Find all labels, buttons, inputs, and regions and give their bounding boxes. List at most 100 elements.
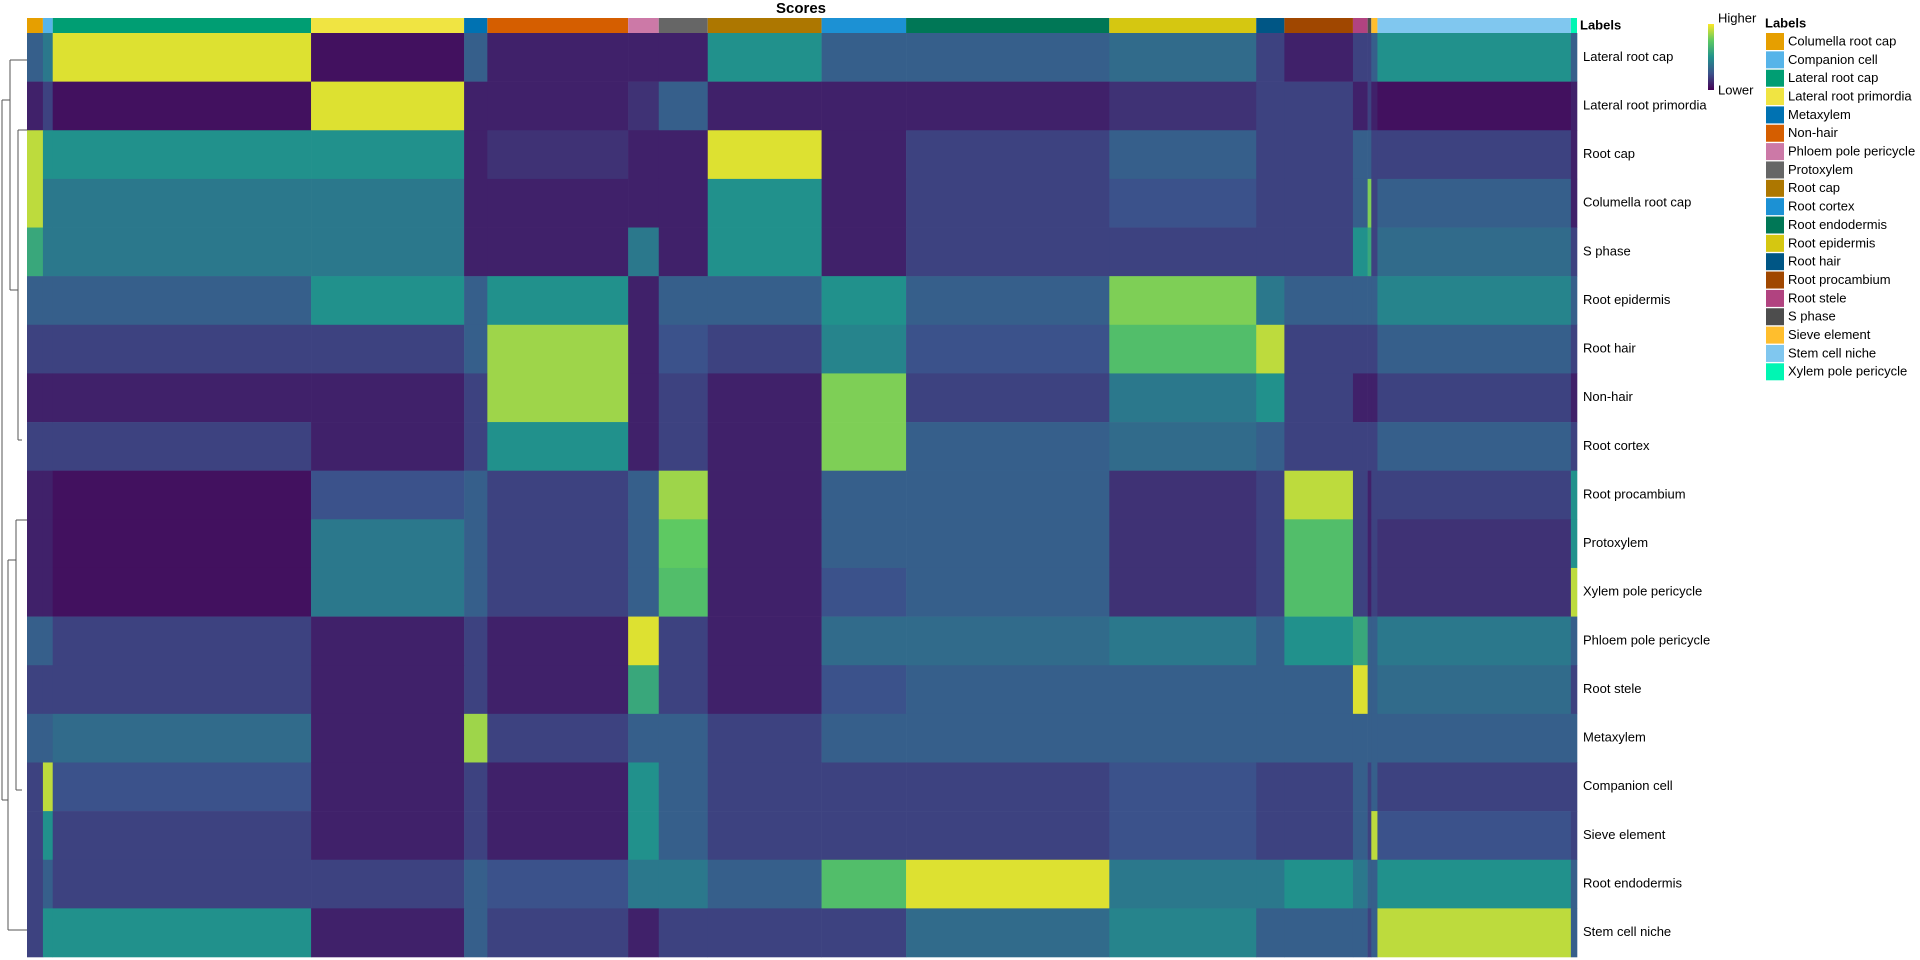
- annotation-cell: [1367, 18, 1372, 33]
- heatmap-cell: [906, 33, 1110, 82]
- heatmap-cell: [1109, 567, 1257, 617]
- heatmap-cell: [52, 713, 312, 763]
- heatmap-cell: [628, 373, 660, 423]
- heatmap-cell: [628, 519, 660, 569]
- heatmap-cell: [1367, 227, 1372, 277]
- heatmap-cell: [821, 227, 907, 277]
- heatmap-cell: [821, 762, 907, 812]
- heatmap-cell: [42, 324, 54, 374]
- heatmap-cell: [1367, 130, 1372, 180]
- annotation-title: Labels: [1580, 17, 1621, 32]
- legend-label: Protoxylem: [1788, 162, 1853, 177]
- heatmap-cell: [464, 276, 488, 326]
- heatmap-cell: [1109, 373, 1257, 423]
- heatmap-cell: [1570, 859, 1578, 909]
- heatmap-cell: [707, 811, 822, 861]
- heatmap-cell: [311, 713, 465, 763]
- annotation-cell: [821, 18, 907, 33]
- heatmap-cell: [1570, 130, 1578, 180]
- heatmap-cell: [42, 470, 54, 520]
- heatmap-cell: [707, 859, 822, 909]
- heatmap-cell: [487, 859, 629, 909]
- heatmap-cell: [1570, 567, 1578, 617]
- heatmap-cell: [42, 616, 54, 666]
- heatmap-cell: [1256, 276, 1285, 326]
- annotation-cell: [1371, 18, 1378, 33]
- heatmap-cell: [906, 567, 1110, 617]
- heatmap-cell: [464, 470, 488, 520]
- heatmap-cell: [1377, 616, 1572, 666]
- heatmap-cell: [1367, 713, 1372, 763]
- heatmap-cell: [1367, 276, 1372, 326]
- heatmap-cell: [42, 519, 54, 569]
- heatmap-cell: [27, 422, 44, 471]
- row-label: Columella root cap: [1583, 195, 1691, 210]
- heatmap-cell: [1352, 811, 1368, 861]
- heatmap-cell: [707, 130, 822, 180]
- heatmap-cell: [1352, 470, 1368, 520]
- row-label: Lateral root cap: [1583, 49, 1673, 64]
- heatmap-cell: [1284, 276, 1354, 326]
- row-label: S phase: [1583, 243, 1631, 258]
- heatmap-cell: [1371, 616, 1378, 666]
- heatmap-cell: [311, 616, 465, 666]
- heatmap-cell: [1570, 713, 1578, 763]
- heatmap-cell: [464, 33, 488, 82]
- legend-swatch: [1766, 124, 1784, 142]
- heatmap-cell: [487, 762, 629, 812]
- legend-swatch: [1766, 198, 1784, 216]
- heatmap-cell: [1256, 130, 1285, 180]
- heatmap-cell: [821, 324, 907, 374]
- heatmap-cell: [1367, 519, 1372, 569]
- heatmap-cell: [1284, 713, 1354, 763]
- heatmap-cell: [1570, 33, 1578, 82]
- row-label: Root endodermis: [1583, 875, 1682, 890]
- heatmap-cell: [1256, 373, 1285, 423]
- annotation-cell: [42, 18, 53, 33]
- heatmap-cell: [27, 616, 44, 666]
- heatmap-cell: [1256, 713, 1285, 763]
- heatmap-cell: [906, 908, 1110, 958]
- heatmap-cell: [658, 616, 709, 666]
- heatmap-cell: [1352, 33, 1368, 82]
- heatmap-cell: [464, 324, 488, 374]
- heatmap-cell: [1570, 373, 1578, 423]
- heatmap-cell: [1256, 665, 1285, 715]
- heatmap-cell: [658, 422, 709, 471]
- heatmap-cell: [821, 422, 907, 471]
- heatmap-cell: [52, 33, 312, 82]
- heatmap-cell: [707, 276, 822, 326]
- heatmap-cell: [1109, 130, 1257, 180]
- heatmap-cell: [1284, 178, 1354, 228]
- heatmap-cell: [821, 178, 907, 228]
- heatmap-cell: [628, 178, 660, 228]
- heatmap-cell: [1377, 762, 1572, 812]
- heatmap-cell: [1371, 373, 1378, 423]
- heatmap-cell: [311, 373, 465, 423]
- heatmap-cell: [1367, 811, 1372, 861]
- heatmap-cell: [52, 908, 312, 958]
- heatmap-cell: [658, 665, 709, 715]
- heatmap-cell: [1371, 665, 1378, 715]
- heatmap-cell: [628, 130, 660, 180]
- heatmap-cell: [1352, 713, 1368, 763]
- heatmap-cell: [1284, 616, 1354, 666]
- heatmap-cell: [1284, 324, 1354, 374]
- heatmap-cell: [1371, 567, 1378, 617]
- heatmap-cell: [658, 470, 709, 520]
- heatmap-cell: [487, 178, 629, 228]
- annotation-cell: [487, 18, 629, 33]
- heatmap-cell: [1371, 276, 1378, 326]
- heatmap-cell: [27, 227, 44, 277]
- heatmap-cell: [906, 811, 1110, 861]
- heatmap-cell: [52, 324, 312, 374]
- heatmap-cell: [1352, 324, 1368, 374]
- heatmap-cell: [1371, 859, 1378, 909]
- heatmap-cell: [487, 713, 629, 763]
- heatmap-cell: [1256, 567, 1285, 617]
- heatmap-cell: [27, 811, 44, 861]
- heatmap-cell: [658, 81, 709, 131]
- heatmap-cell: [1570, 762, 1578, 812]
- heatmap-cell: [311, 178, 465, 228]
